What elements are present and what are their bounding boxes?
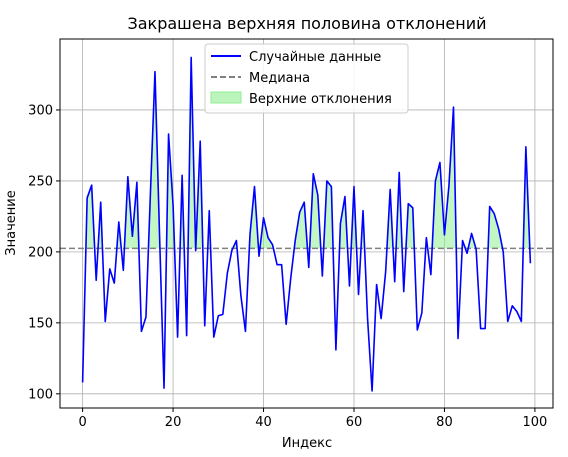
legend: Случайные данные Медиана Верхние отклоне…: [204, 43, 409, 114]
x-tick-label: 60: [346, 415, 363, 430]
upper-deviation-region: [468, 233, 476, 249]
upper-deviation-region: [294, 202, 308, 249]
upper-deviation-region: [85, 185, 95, 249]
x-tick-label: 80: [436, 415, 453, 430]
legend-label-data: Случайные данные: [249, 50, 381, 65]
upper-deviation-region: [323, 180, 334, 249]
data-line-group: [81, 56, 532, 392]
y-tick-label: 100: [28, 387, 53, 402]
legend-label-median: Медиана: [249, 71, 310, 86]
y-tick-label: 150: [28, 316, 53, 331]
x-axis-label: Индекс: [282, 436, 332, 451]
upper-deviation-region: [124, 176, 139, 249]
legend-box: [204, 43, 409, 114]
upper-deviation-region: [148, 71, 160, 249]
upper-deviation-region: [249, 186, 259, 249]
y-tick-label: 250: [28, 174, 53, 189]
upper-deviation-region: [488, 206, 503, 249]
y-tick-label: 300: [28, 103, 53, 118]
chart-title: Закрашена верхняя половина отклонений: [127, 14, 486, 33]
axis-ticks: 0 20 40 60 80 100 100 150 200 250 300: [28, 103, 547, 430]
x-tick-label: 100: [522, 415, 547, 430]
legend-fill-swatch: [210, 91, 242, 104]
x-tick-label: 20: [165, 415, 182, 430]
data-series-line: [81, 56, 532, 392]
plot-frame: [59, 38, 554, 409]
y-axis-label: Значение: [4, 190, 19, 255]
legend-label-upper: Верхние отклонения: [249, 92, 392, 107]
y-tick-label: 200: [28, 245, 53, 260]
x-tick-label: 40: [255, 415, 272, 430]
upper-deviation-region: [432, 107, 457, 249]
x-tick-label: 0: [78, 415, 86, 430]
